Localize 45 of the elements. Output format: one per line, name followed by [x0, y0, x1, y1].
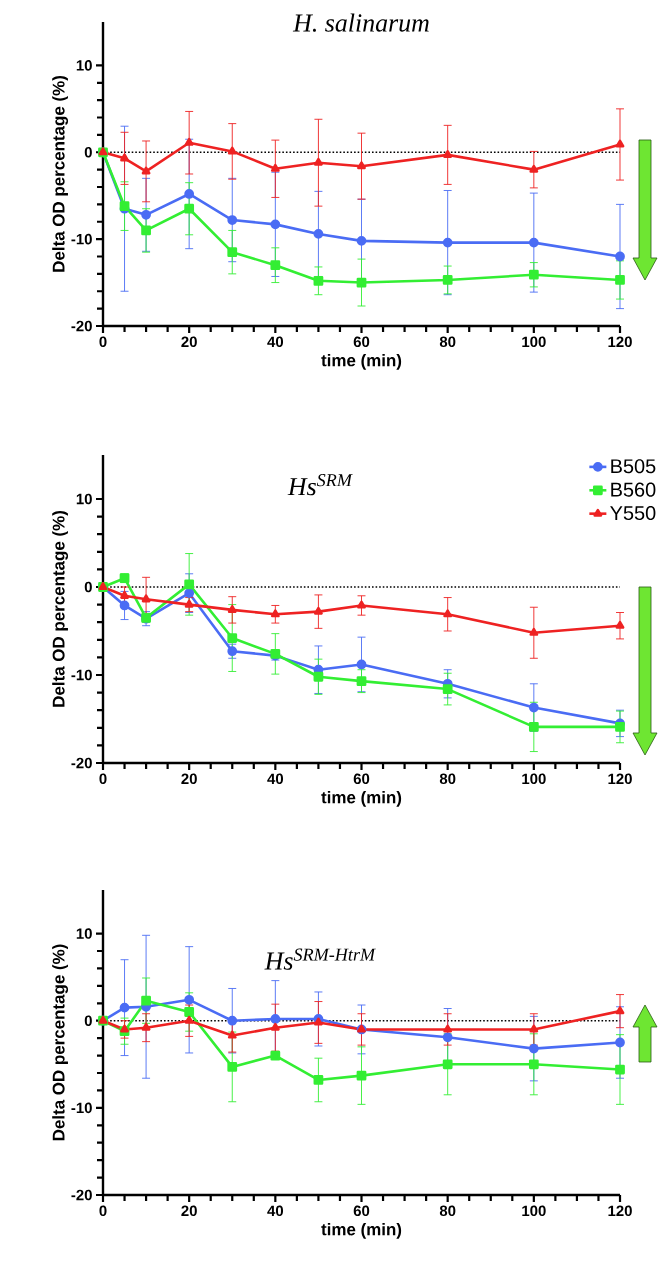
text: Hs$^{SRM}$	[287, 474, 353, 496]
chart-title: H. salinarum	[292, 13, 429, 32]
y-tick-label: -10	[71, 669, 92, 681]
y-tick-label: -20	[71, 320, 92, 332]
y-tick-label: 0	[84, 146, 92, 158]
x-tick-label: 60	[353, 773, 370, 785]
x-axis-title: time (min)	[321, 790, 402, 807]
y-axis-title: Delta OD percentage (%)	[52, 511, 69, 707]
x-tick-label: 80	[439, 1205, 456, 1217]
y-axis-title: Delta OD percentage (%)	[52, 76, 69, 272]
y-axis-title: Delta OD percentage (%)	[52, 944, 69, 1141]
x-tick-label: 120	[608, 1205, 632, 1217]
y-tick-label: 0	[84, 581, 92, 593]
y-tick-label: -10	[71, 1102, 92, 1114]
y-tick-label: -20	[71, 1189, 92, 1201]
x-tick-label: 0	[99, 773, 107, 785]
x-tick-label: 0	[99, 336, 107, 348]
x-tick-label: 20	[181, 1205, 197, 1217]
x-tick-label: 80	[439, 773, 456, 785]
x-tick-label: 40	[267, 336, 284, 348]
x-tick-label: 20	[181, 773, 197, 785]
legend-label: B505	[611, 459, 656, 474]
x-tick-label: 60	[353, 1205, 370, 1217]
text: Hs$^{SRM-HtrM}$	[264, 948, 376, 970]
x-tick-label: 0	[99, 1205, 107, 1217]
y-tick-label: 10	[76, 493, 92, 505]
y-tick-label: 0	[84, 1015, 92, 1026]
x-axis-title: time (min)	[321, 1222, 402, 1239]
x-tick-label: 120	[608, 336, 632, 348]
x-tick-label: 120	[608, 773, 632, 785]
x-tick-label: 100	[522, 773, 546, 785]
x-tick-label: 40	[267, 1205, 284, 1217]
x-axis-title: time (min)	[321, 353, 402, 370]
x-tick-label: 100	[522, 1205, 546, 1217]
y-tick-label: 10	[76, 60, 92, 71]
x-tick-label: 80	[439, 336, 456, 348]
y-tick-label: -10	[71, 233, 92, 245]
y-tick-label: 10	[76, 928, 92, 939]
legend-label: Y550	[610, 505, 656, 521]
x-tick-label: 40	[267, 773, 284, 785]
x-tick-label: 60	[353, 336, 370, 348]
x-tick-label: 100	[522, 336, 546, 348]
legend-label: B560	[611, 482, 656, 497]
y-tick-label: -20	[71, 757, 92, 769]
x-tick-label: 20	[181, 336, 197, 348]
